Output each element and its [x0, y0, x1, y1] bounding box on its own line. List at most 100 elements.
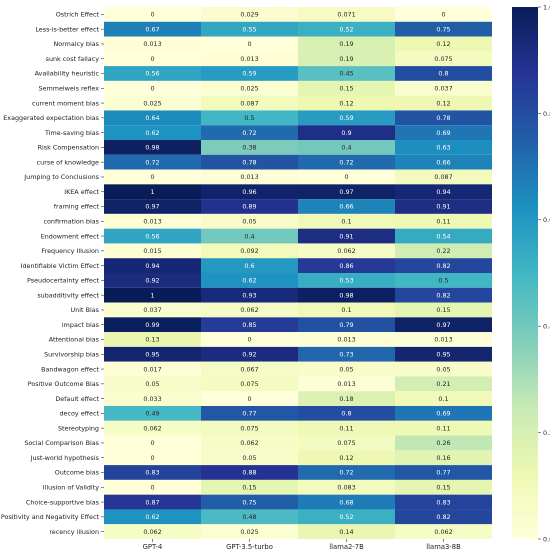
row-label: Bandwagon effect — [41, 365, 99, 373]
heatmap-cell — [104, 125, 201, 140]
heatmap-cell — [298, 140, 395, 155]
cell-value-label: 0 — [150, 55, 154, 63]
cell-value-label: 0.05 — [339, 365, 353, 373]
cell-value-label: 0.033 — [143, 395, 161, 403]
cell-value-label: 0.013 — [434, 336, 452, 344]
heatmap-cell — [395, 361, 492, 377]
cell-value-label: 0.025 — [240, 528, 258, 536]
heatmap-cell — [395, 7, 492, 22]
row-label: Positivity and Negativity Effect — [1, 513, 100, 521]
cell-value-label: 0.1 — [341, 306, 351, 314]
heatmap-cell — [298, 66, 395, 81]
cell-value-label: 0.52 — [339, 25, 353, 33]
cell-value-label: 0.91 — [436, 203, 450, 211]
cell-value-label: 1 — [150, 291, 154, 299]
cell-value-label: 1 — [150, 188, 154, 196]
heatmap-cell — [104, 154, 201, 170]
heatmap-cell — [395, 524, 492, 539]
cell-value-label: 0.45 — [339, 70, 353, 78]
heatmap-cell — [298, 406, 395, 421]
heatmap-cell — [395, 80, 492, 96]
cell-value-label: 0.22 — [436, 247, 450, 255]
heatmap-cell — [104, 95, 201, 111]
heatmap-cell — [201, 317, 298, 333]
row-label: Risk Compensation — [38, 144, 99, 152]
heatmap-cell — [395, 406, 492, 421]
cell-value-label: 0.59 — [242, 70, 256, 78]
cell-value-label: 0.95 — [145, 350, 159, 358]
colorbar-tick-label: 0.6 — [543, 216, 550, 224]
cell-value-label: 0.92 — [145, 277, 159, 285]
heatmap-cell — [201, 406, 298, 421]
row-label: decoy effect — [59, 410, 99, 418]
cell-value-label: 0.013 — [240, 55, 258, 63]
row-label: Less-is-better effect — [35, 25, 99, 33]
row-label: Unit Bias — [71, 306, 100, 314]
cell-value-label: 0.071 — [337, 11, 355, 19]
cell-value-label: 0.11 — [436, 424, 450, 432]
cell-value-label: 0.05 — [242, 217, 256, 225]
heatmap-cell — [298, 302, 395, 318]
heatmap-cell — [201, 140, 298, 155]
cell-value-label: 0.73 — [339, 350, 353, 358]
cell-value-label: 0.075 — [240, 424, 258, 432]
cell-value-label: 0.013 — [143, 217, 161, 225]
cell-value-label: 0.97 — [436, 321, 450, 329]
heatmap-cell — [104, 509, 201, 525]
cell-value-label: 0.15 — [436, 483, 450, 491]
heatmap-cell — [104, 465, 201, 480]
heatmap-cell — [104, 36, 201, 52]
heatmap-cell — [298, 228, 395, 244]
cell-value-label: 0.19 — [339, 55, 353, 63]
cell-value-label: 0.77 — [436, 469, 450, 477]
cell-value-label: 0.037 — [434, 84, 452, 92]
heatmap-cell — [298, 154, 395, 170]
row-label: Survivorship bias — [44, 350, 100, 358]
heatmap-cell — [201, 80, 298, 96]
heatmap-cell — [298, 450, 395, 466]
cell-value-label: 0.05 — [436, 365, 450, 373]
row-labels: Ostrich Effect Less-is-better effect Norma… — [1, 11, 104, 536]
cell-value-label: 0.89 — [242, 203, 256, 211]
cell-value-label: 0.55 — [242, 25, 256, 33]
row-label: Semmelweis reflex — [39, 84, 100, 92]
cell-value-label: 0.062 — [240, 306, 258, 314]
cell-value-label: 0.025 — [240, 84, 258, 92]
heatmap-cell — [395, 213, 492, 229]
heatmap-cell — [104, 7, 201, 22]
cell-value-label: 0.6 — [244, 262, 254, 270]
cell-value-label: 0.88 — [242, 469, 256, 477]
cell-value-label: 0.95 — [436, 350, 450, 358]
heatmap-cell — [395, 169, 492, 185]
cell-value-label: 0.12 — [339, 454, 353, 462]
cell-value-label: 0 — [441, 11, 445, 19]
heatmap-cell — [395, 317, 492, 333]
cell-value-label: 0.15 — [339, 84, 353, 92]
cell-value-label: 0.63 — [436, 144, 450, 152]
heatmap-cell — [104, 80, 201, 96]
cell-value-label: 0.017 — [143, 365, 161, 373]
cell-value-label: 0.69 — [436, 410, 450, 418]
cell-value-label: 0.96 — [242, 188, 256, 196]
cell-value-label: 0.9 — [341, 129, 351, 137]
cell-value-label: 0.56 — [145, 232, 159, 240]
heatmap-cell — [395, 494, 492, 510]
cell-value-label: 0.62 — [242, 277, 256, 285]
heatmap-cell — [298, 376, 395, 392]
heatmap-cell — [298, 169, 395, 185]
cell-value-label: 0.092 — [240, 247, 258, 255]
heatmap-cell — [104, 199, 201, 214]
cell-value-label: 0.79 — [339, 321, 353, 329]
cell-value-label: 0.72 — [339, 158, 353, 166]
colorbar-tick-label: 0.0 — [543, 535, 550, 543]
row-label: Attentional bias — [49, 336, 100, 344]
heatmap-cell — [298, 435, 395, 451]
heatmap-cell — [104, 317, 201, 333]
heatmap-cell — [298, 213, 395, 229]
heatmap-cell — [201, 228, 298, 244]
cell-value-label: 0.067 — [240, 365, 258, 373]
row-label: recency illusion — [49, 528, 99, 536]
cell-value-label: 0.99 — [145, 321, 159, 329]
cell-value-label: 0.8 — [341, 410, 351, 418]
